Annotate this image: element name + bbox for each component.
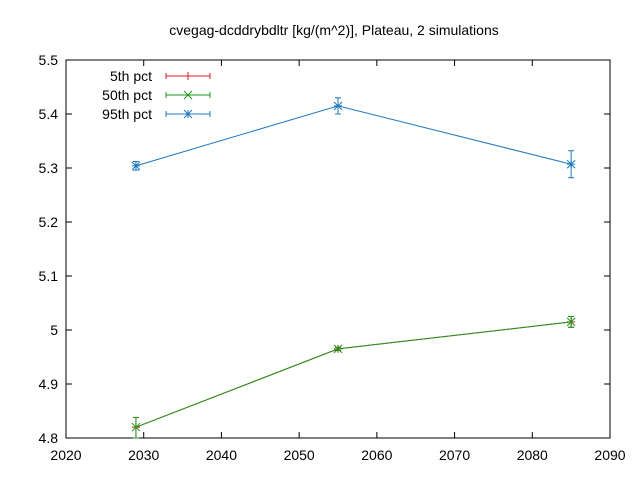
data-point: [131, 422, 141, 432]
legend-item: 95th pct: [102, 106, 211, 122]
legend-marker: [183, 109, 193, 119]
axes: 2020 2030 2040 2050 2060 2070 2080 2090 4.8 4.9 5 5…: [39, 52, 626, 463]
y-tick-label: 4.8: [39, 430, 59, 446]
series-50th-pct: [131, 316, 576, 439]
chart-title: cvegag-dcddrybdltr [kg/(m^2)], Plateau, …: [169, 22, 499, 38]
y-tick-label: 5.4: [39, 106, 59, 122]
y-tick-label: 5.5: [39, 52, 59, 68]
data-point: [333, 344, 343, 354]
plot-frame: [65, 59, 611, 439]
legend-label: 5th pct: [110, 68, 152, 84]
data-point: [566, 159, 576, 169]
series-line: [135, 321, 572, 428]
series-5th-pct: [131, 316, 576, 439]
series-95th-pct: [131, 97, 576, 179]
x-tick-label: 2040: [206, 447, 237, 463]
legend-label: 50th pct: [102, 87, 152, 103]
data-point: [566, 317, 576, 327]
x-tick-label: 2030: [128, 447, 159, 463]
legend-item: 5th pct: [110, 68, 211, 84]
legend-label: 95th pct: [102, 106, 152, 122]
legend-marker: [183, 90, 193, 100]
y-tick-label: 4.9: [39, 376, 59, 392]
x-tick-label: 2020: [50, 447, 81, 463]
y-tick-label: 5.2: [39, 214, 59, 230]
legend-marker: [184, 72, 192, 80]
x-tick-label: 2070: [439, 447, 470, 463]
series-line: [135, 105, 572, 167]
series-layer: [131, 97, 576, 439]
series-line: [135, 321, 572, 428]
data-point: [131, 161, 141, 171]
y-tick-label: 5.1: [39, 268, 59, 284]
y-tick-label: 5: [50, 322, 58, 338]
x-tick-label: 2090: [594, 447, 625, 463]
legend: 5th pct 50th pct 95th pct: [102, 68, 211, 122]
y-tick-label: 5.3: [39, 160, 59, 176]
x-tick-label: 2080: [517, 447, 548, 463]
legend-item: 50th pct: [102, 87, 211, 103]
x-tick-label: 2050: [284, 447, 315, 463]
x-tick-label: 2060: [361, 447, 392, 463]
data-point: [333, 101, 343, 111]
